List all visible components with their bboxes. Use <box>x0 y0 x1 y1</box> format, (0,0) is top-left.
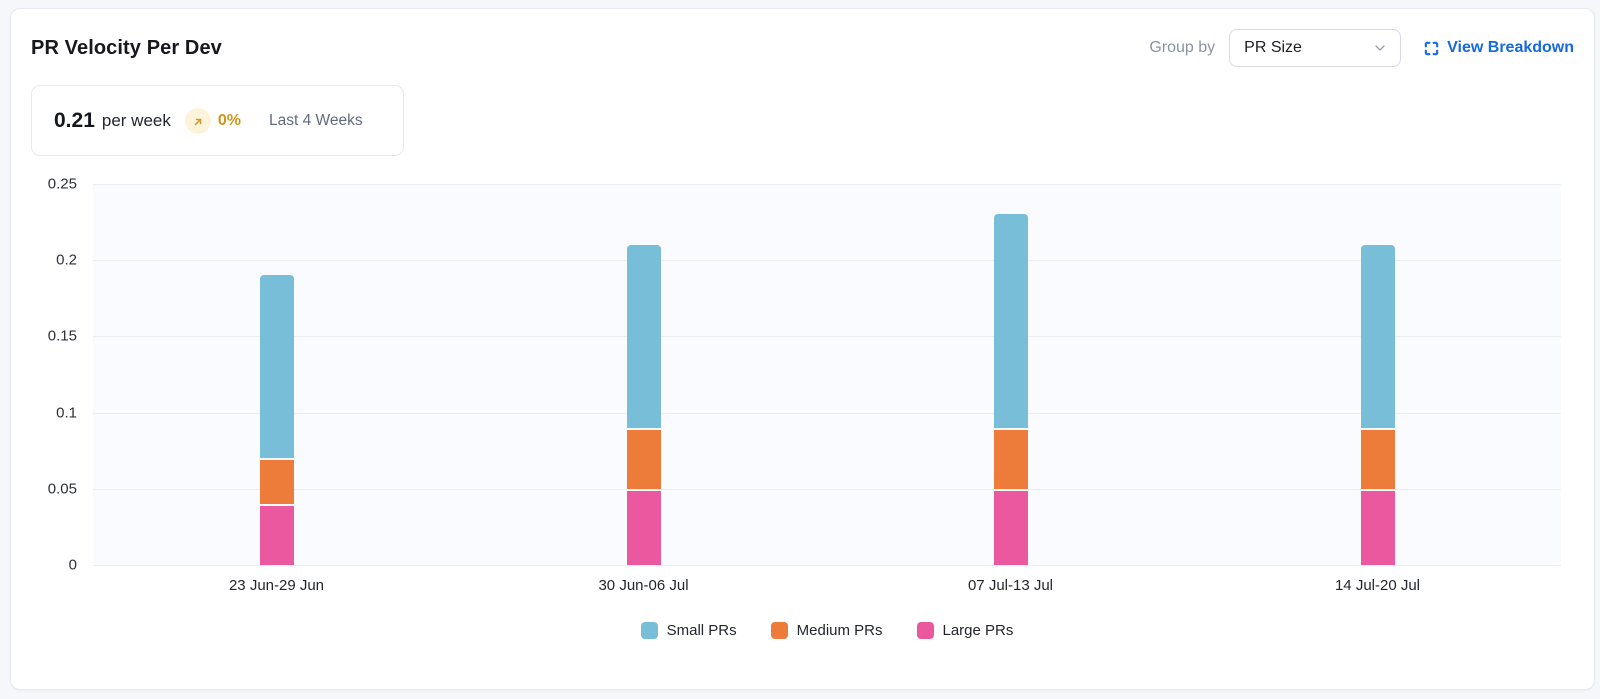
gridline <box>93 565 1561 566</box>
bar-segment-large-prs[interactable] <box>1360 490 1395 565</box>
bar-segment-small-prs[interactable] <box>259 275 294 459</box>
x-axis: 23 Jun-29 Jun 30 Jun-06 Jul 07 Jul-13 Jul 1… <box>93 577 1561 597</box>
y-tick-label: 0.05 <box>47 480 77 498</box>
bar-14 Jul-20 Jul <box>1360 184 1395 565</box>
plot-area <box>93 184 1561 566</box>
bar-23 Jun-29 Jun <box>259 184 294 565</box>
page-title: PR Velocity Per Dev <box>31 36 222 59</box>
x-tick-label: 14 Jul-20 Jul <box>1334 577 1421 594</box>
y-tick-label: 0 <box>68 556 77 574</box>
trend-up-arrow-icon <box>192 115 204 127</box>
legend-label: Medium PRs <box>796 622 883 639</box>
x-tick-label: 07 Jul-13 Jul <box>967 577 1054 594</box>
view-breakdown-button[interactable]: View Breakdown <box>1423 39 1574 57</box>
bar-30 Jun-06 Jul <box>626 184 661 565</box>
legend-swatch <box>770 622 788 639</box>
gridline <box>93 184 1561 185</box>
gridline <box>93 336 1561 338</box>
trend-badge: 0% <box>184 107 241 134</box>
legend-swatch <box>916 622 934 639</box>
bar-segment-medium-prs[interactable] <box>993 429 1028 489</box>
stacked-bar-chart: 0 0.05 0.1 0.15 0.2 0.25 23 Jun-29 Jun 30 Jun-… <box>31 176 1561 654</box>
x-tick-label: 23 Jun-29 Jun <box>228 577 325 594</box>
card-header: PR Velocity Per Dev Group by PR Size Vie… <box>31 29 1574 67</box>
summary-stat-card: 0.21 per week 0% Last 4 Weeks <box>31 85 404 156</box>
stat-value: 0.21 <box>54 108 95 132</box>
bar-segment-large-prs[interactable] <box>993 490 1028 565</box>
expand-icon <box>1423 40 1440 57</box>
bar-07 Jul-13 Jul <box>993 184 1028 565</box>
legend-label: Large PRs <box>942 622 1014 639</box>
plot-region: 0 0.05 0.1 0.15 0.2 0.25 <box>31 176 1561 574</box>
bar-segment-large-prs[interactable] <box>626 490 661 565</box>
y-tick-label: 0.25 <box>47 175 77 193</box>
legend-item-small-prs[interactable]: Small PRs <box>640 622 737 639</box>
legend-item-large-prs[interactable]: Large PRs <box>916 622 1014 639</box>
gridline <box>93 260 1561 262</box>
bar-segment-small-prs[interactable] <box>993 214 1028 428</box>
bar-segment-medium-prs[interactable] <box>259 460 294 505</box>
stat-unit: per week <box>101 110 171 130</box>
y-tick-label: 0.2 <box>56 251 77 269</box>
legend-item-medium-prs[interactable]: Medium PRs <box>770 622 883 639</box>
group-by-select[interactable]: PR Size <box>1229 29 1402 67</box>
view-breakdown-label: View Breakdown <box>1447 39 1574 56</box>
trend-percent: 0% <box>217 111 241 129</box>
header-controls: Group by PR Size View Breakdown <box>1149 29 1574 67</box>
y-axis: 0 0.05 0.1 0.15 0.2 0.25 <box>31 176 93 574</box>
gridline <box>93 412 1561 414</box>
gridline <box>93 488 1561 490</box>
y-tick-label: 0.1 <box>56 404 77 422</box>
chart-legend: Small PRs Medium PRs Large PRs <box>93 622 1561 639</box>
legend-swatch <box>640 622 658 639</box>
chevron-down-icon <box>1372 40 1388 56</box>
bar-segment-small-prs[interactable] <box>626 244 661 428</box>
trend-badge-circle <box>184 107 211 134</box>
bar-segment-medium-prs[interactable] <box>626 429 661 489</box>
legend-label: Small PRs <box>666 622 737 639</box>
stat-period: Last 4 Weeks <box>268 111 363 129</box>
y-tick-label: 0.15 <box>47 327 77 345</box>
bar-segment-large-prs[interactable] <box>259 506 294 565</box>
bar-segment-medium-prs[interactable] <box>1360 429 1395 489</box>
group-by-label: Group by <box>1149 39 1216 56</box>
pr-velocity-card: PR Velocity Per Dev Group by PR Size Vie… <box>10 8 1595 690</box>
x-tick-label: 30 Jun-06 Jul <box>598 577 689 594</box>
bar-segment-small-prs[interactable] <box>1360 244 1395 428</box>
group-by-selected-value: PR Size <box>1244 39 1302 56</box>
